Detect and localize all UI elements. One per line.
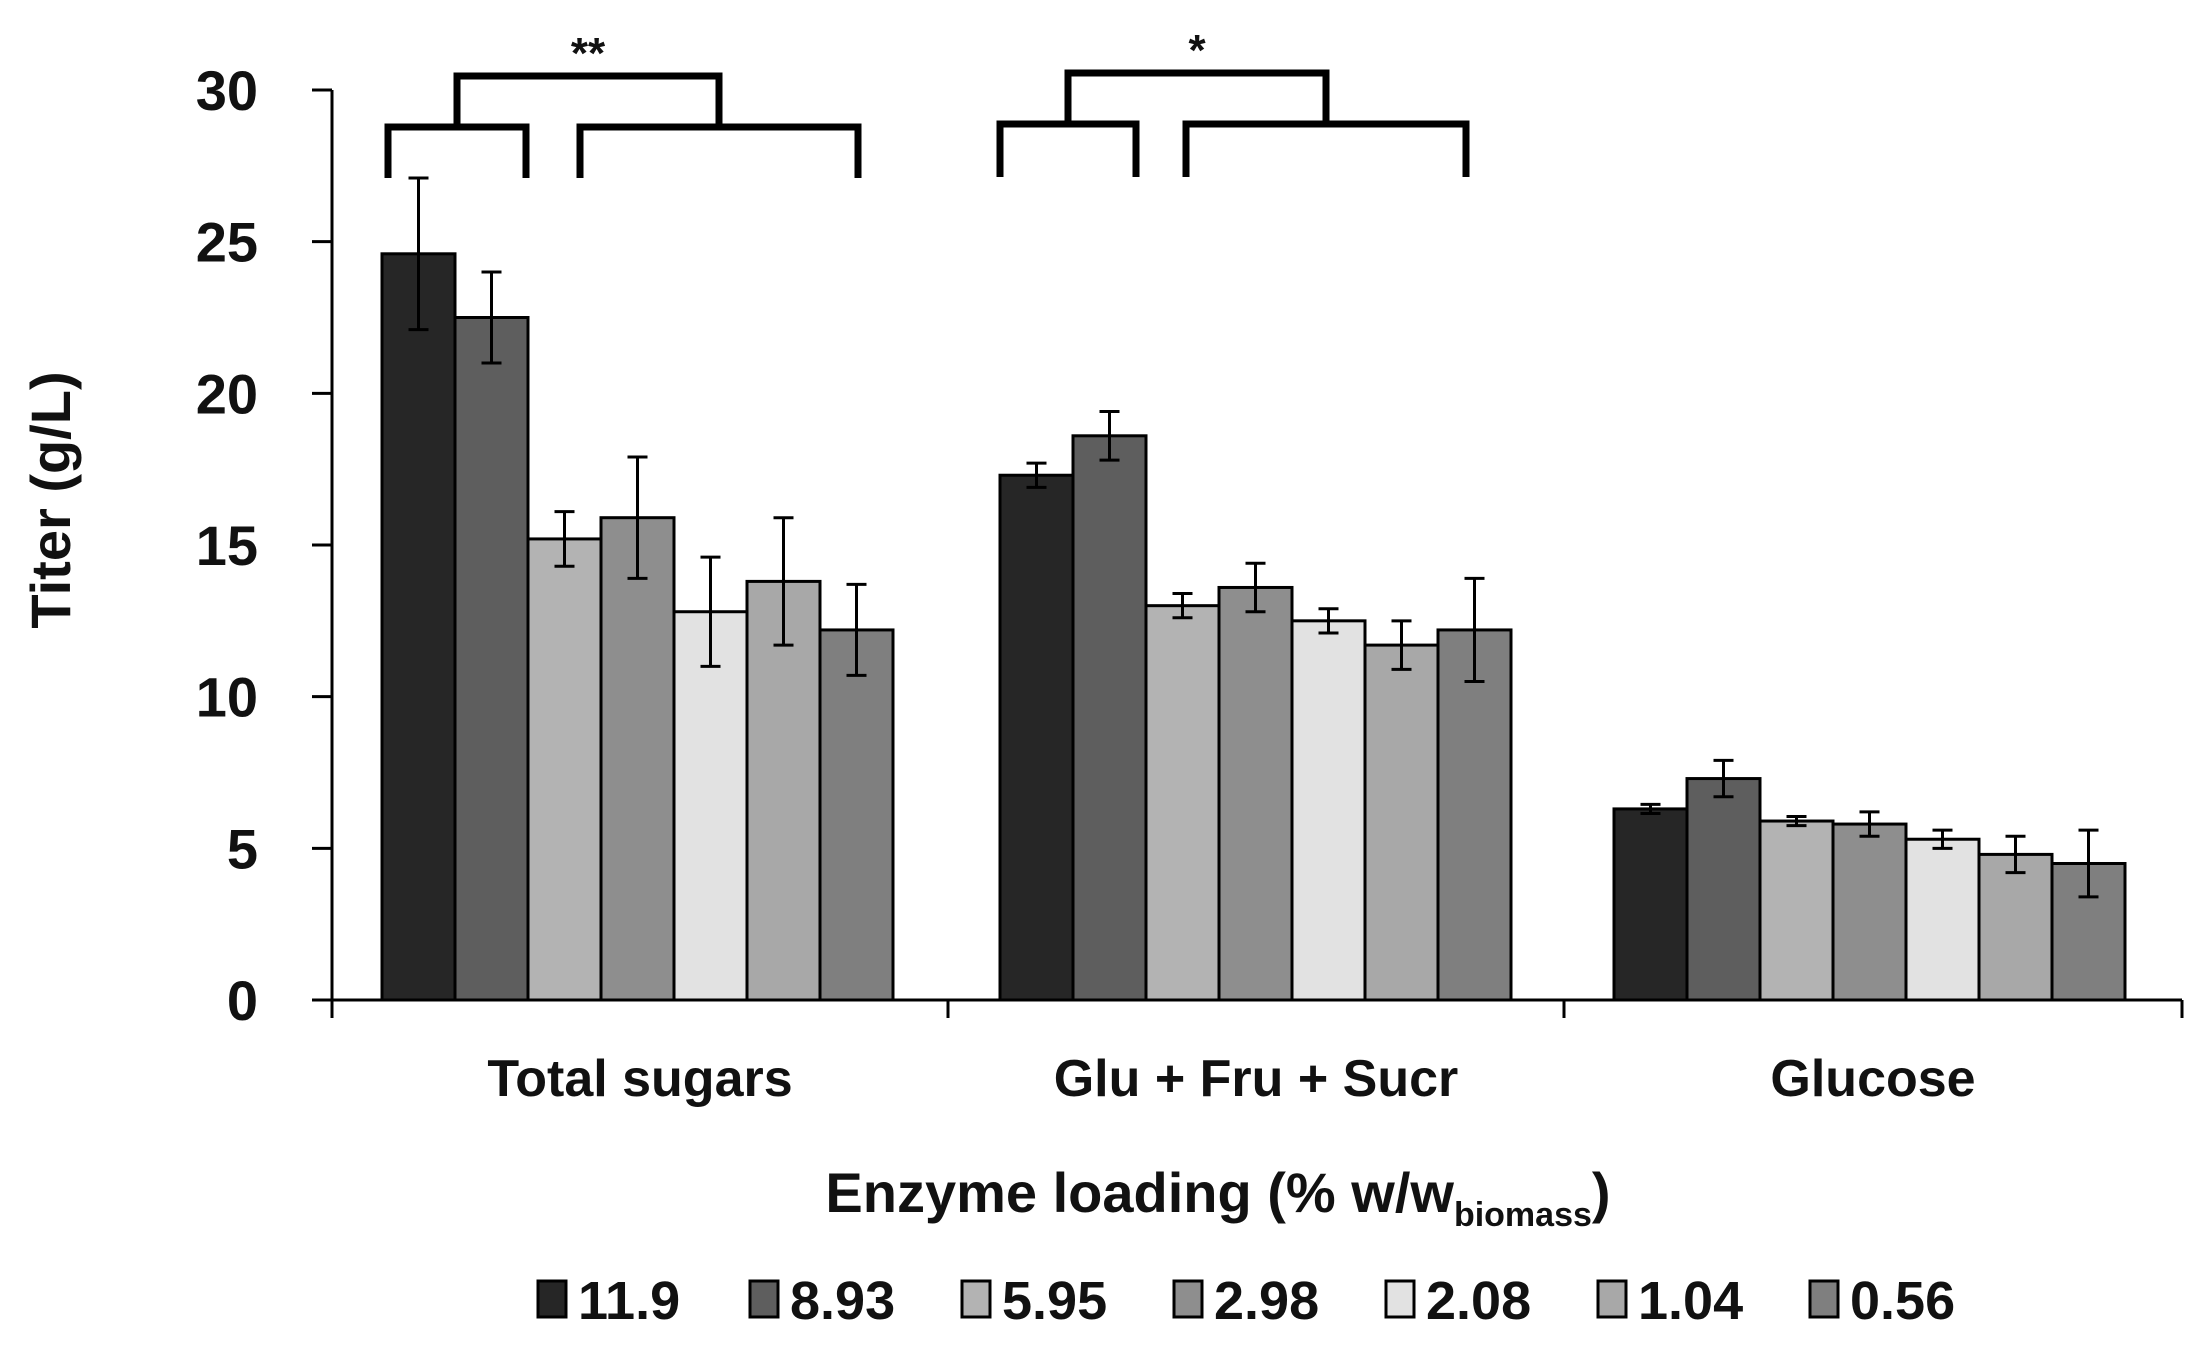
bar bbox=[1144, 604, 1221, 1002]
legend-label: 0.56 bbox=[1850, 1271, 1955, 1331]
legend-label: 2.98 bbox=[1214, 1271, 1319, 1331]
bar bbox=[745, 579, 822, 1002]
bar bbox=[1436, 628, 1513, 1002]
y-tick-label: 15 bbox=[196, 514, 258, 577]
bar bbox=[1904, 837, 1981, 1002]
legend-swatch bbox=[960, 1279, 992, 1319]
x-category-label: Glucose bbox=[1770, 1050, 1975, 1108]
bar bbox=[1290, 619, 1367, 1002]
bar bbox=[1758, 819, 1835, 1002]
y-tick-label: 0 bbox=[227, 969, 258, 1032]
y-tick-label: 10 bbox=[196, 666, 258, 729]
bar bbox=[1612, 807, 1689, 1002]
sig-bracket-top bbox=[453, 72, 723, 127]
y-tick-label: 20 bbox=[196, 362, 258, 425]
x-axis: Total sugars Glu + Fru + Sucr Glucose bbox=[330, 998, 2184, 1108]
bar bbox=[1831, 822, 1908, 1002]
bar bbox=[1363, 643, 1440, 1002]
bar bbox=[672, 610, 749, 1002]
x-axis-title-subscript: biomass bbox=[1454, 1196, 1592, 1234]
x-axis-title-close: ) bbox=[1592, 1161, 1611, 1224]
legend-label: 11.9 bbox=[578, 1271, 680, 1331]
legend-label: 1.04 bbox=[1638, 1271, 1743, 1331]
bar bbox=[998, 473, 1075, 1002]
x-axis-title: Enzyme loading (% w/wbiomass) bbox=[825, 1161, 1610, 1234]
bar bbox=[818, 628, 895, 1002]
y-tick-label: 30 bbox=[196, 59, 258, 122]
legend-swatch bbox=[1384, 1279, 1416, 1319]
bars bbox=[380, 176, 2127, 1002]
legend-swatch bbox=[536, 1279, 568, 1319]
bar bbox=[1071, 434, 1148, 1002]
legend-swatch bbox=[1172, 1279, 1204, 1319]
sig-bracket-top bbox=[1064, 69, 1330, 124]
y-axis-title: Titer (g/L) bbox=[19, 371, 82, 628]
sig-bracket-left bbox=[384, 123, 530, 178]
x-category-label: Total sugars bbox=[487, 1050, 792, 1108]
x-category-label: Glu + Fru + Sucr bbox=[1054, 1050, 1459, 1108]
significance-brackets: ** * bbox=[384, 26, 1470, 178]
sig-bracket-right bbox=[1182, 120, 1470, 177]
bar bbox=[1685, 777, 1762, 1002]
legend-swatch bbox=[1808, 1279, 1840, 1319]
legend-label: 5.95 bbox=[1002, 1271, 1107, 1331]
x-axis-title-main: Enzyme loading (% w/w bbox=[825, 1161, 1454, 1224]
sig-label: ** bbox=[571, 29, 606, 78]
y-axis: 0 5 10 15 20 25 30 bbox=[196, 59, 334, 1032]
bar bbox=[1977, 852, 2054, 1002]
bar bbox=[526, 537, 603, 1002]
legend-label: 8.93 bbox=[790, 1271, 895, 1331]
legend: 11.9 8.93 5.95 2.98 2.08 1.04 0.56 bbox=[536, 1271, 1955, 1331]
bar bbox=[1217, 585, 1294, 1002]
legend-swatch bbox=[748, 1279, 780, 1319]
sig-label: * bbox=[1188, 26, 1206, 75]
legend-swatch bbox=[1596, 1279, 1628, 1319]
sig-bracket-left bbox=[996, 120, 1140, 177]
legend-label: 2.08 bbox=[1426, 1271, 1531, 1331]
y-tick-label: 25 bbox=[196, 211, 258, 274]
sig-bracket-right bbox=[576, 123, 862, 178]
bar bbox=[453, 316, 530, 1002]
y-tick-label: 5 bbox=[227, 817, 258, 880]
bar bbox=[380, 252, 457, 1002]
bar bbox=[599, 516, 676, 1002]
